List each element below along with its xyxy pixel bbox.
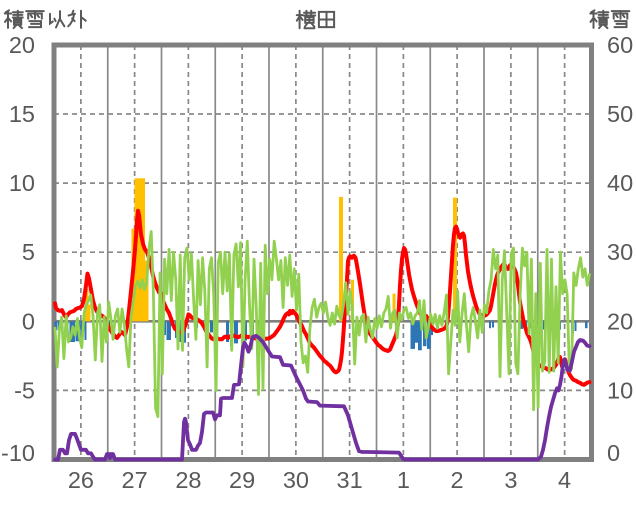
svg-text:0: 0: [607, 440, 620, 466]
svg-text:29: 29: [229, 467, 255, 493]
svg-text:5: 5: [22, 239, 35, 265]
svg-text:10: 10: [9, 170, 35, 196]
svg-text:26: 26: [68, 467, 94, 493]
svg-text:27: 27: [122, 467, 148, 493]
svg-text:20: 20: [607, 308, 633, 334]
svg-text:2: 2: [451, 467, 464, 493]
svg-text:3: 3: [504, 467, 517, 493]
svg-text:31: 31: [337, 467, 363, 493]
svg-text:60: 60: [607, 32, 633, 58]
svg-text:0: 0: [22, 308, 35, 334]
svg-text:30: 30: [283, 467, 309, 493]
svg-text:28: 28: [175, 467, 201, 493]
svg-text:1: 1: [397, 467, 410, 493]
svg-text:20: 20: [9, 32, 35, 58]
svg-text:15: 15: [9, 101, 35, 127]
svg-text:10: 10: [607, 377, 633, 403]
svg-text:4: 4: [558, 467, 571, 493]
svg-text:30: 30: [607, 239, 633, 265]
svg-text:-10: -10: [1, 440, 35, 466]
svg-text:40: 40: [607, 170, 633, 196]
svg-text:50: 50: [607, 101, 633, 127]
svg-text:-5: -5: [14, 377, 35, 403]
